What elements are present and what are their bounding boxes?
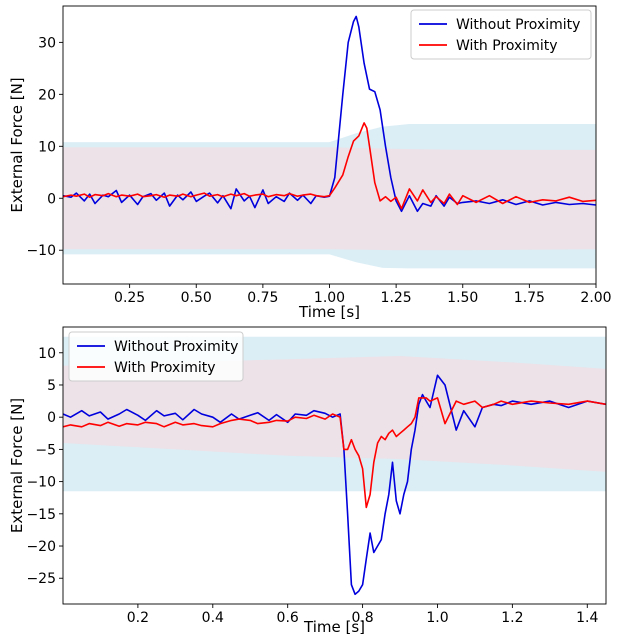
- chart-1-x-tick-label: 0.50: [181, 290, 212, 306]
- chart-1-x-tick-label: 1.25: [381, 290, 412, 306]
- chart-2-y-axis-label: External Force [N]: [8, 398, 26, 533]
- chart-1-y-axis-label: External Force [N]: [8, 77, 26, 212]
- chart-1-legend: Without Proximity With Proximity: [410, 9, 592, 60]
- chart-2-y-tick-label: −15: [26, 507, 56, 523]
- chart-1-x-tick-label: 0.25: [114, 290, 145, 306]
- chart-1-series-2-line: [63, 122, 596, 210]
- chart-2-series-2-line: [63, 397, 606, 509]
- chart-2-x-tick-label: 1.2: [501, 610, 523, 626]
- chart-2-x-axis-label: Time [s]: [303, 618, 365, 636]
- chart-2-x-tick-label: 0.2: [127, 610, 149, 626]
- chart-1-legend-label-1: Without Proximity: [456, 17, 580, 33]
- chart-1-x-tick-label: 0.75: [247, 290, 278, 306]
- chart-2-x-tick-label: 0.6: [277, 610, 299, 626]
- chart-1-x-tick-label: 1.00: [314, 290, 345, 306]
- chart-2-legend-label-1: Without Proximity: [114, 339, 238, 355]
- chart-1-legend-label-2: With Proximity: [456, 38, 558, 54]
- chart-1-x-tick-label: 1.50: [447, 290, 478, 306]
- chart-1-x-axis-label: Time [s]: [298, 303, 360, 321]
- chart-1-band-2: [63, 147, 596, 251]
- chart-1-legend-box: [410, 9, 592, 60]
- chart-2-series-1-line: [63, 374, 606, 596]
- chart-2-x-tick-label: 1.0: [426, 610, 448, 626]
- chart-2-y-tick-label: −5: [35, 442, 56, 458]
- chart-2-x-tick-label: 0.8: [351, 610, 373, 626]
- chart-2-x-tick-label: 1.4: [576, 610, 598, 626]
- chart-1: 0.25 0.50 0.75 1.00 1.25 1.50 1.75 2.00 −10 0 10 20…: [8, 5, 612, 321]
- chart-1-y-tick-label: 10: [38, 139, 56, 155]
- chart-2-y-tick-label: 10: [38, 346, 56, 362]
- chart-2: 0.2 0.4 0.6 0.8 1.0 1.2 1.4 −25 −20 −15 −10 −5 0 5 10 T…: [8, 326, 607, 636]
- chart-2-y-tick-label: −10: [26, 475, 56, 491]
- chart-1-y-tick-label: −10: [26, 243, 56, 259]
- chart-2-legend: Without Proximity With Proximity: [68, 331, 244, 382]
- chart-1-x-tick-label: 1.75: [514, 290, 545, 306]
- chart-2-plot-frame: [62, 326, 607, 605]
- chart-2-y-tick-label: 5: [47, 378, 56, 394]
- chart-1-y-tick-label: 0: [47, 191, 56, 207]
- chart-2-legend-label-2: With Proximity: [114, 360, 216, 376]
- chart-2-y-tick-label: −20: [26, 539, 56, 555]
- chart-2-legend-box: [68, 331, 244, 382]
- chart-2-y-tick-label: 0: [47, 410, 56, 426]
- chart-2-y-tick-label: −25: [26, 571, 56, 587]
- chart-1-y-tick-label: 20: [38, 87, 56, 103]
- chart-1-x-tick-label: 2.00: [580, 290, 611, 306]
- chart-2-x-tick-label: 0.4: [202, 610, 224, 626]
- chart-1-y-tick-label: 30: [38, 35, 56, 51]
